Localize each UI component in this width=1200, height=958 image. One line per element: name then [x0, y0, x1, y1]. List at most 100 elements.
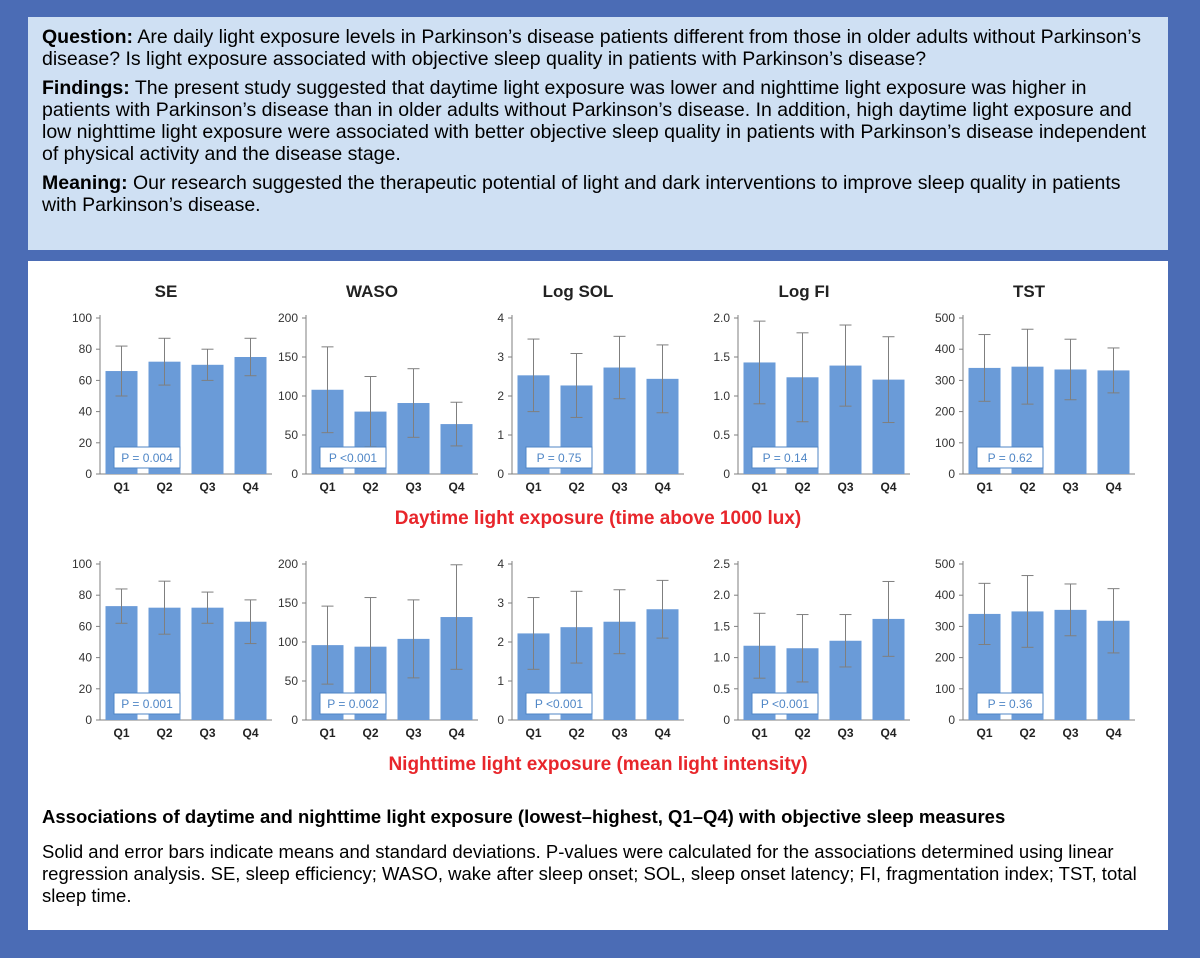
y-tick-label: 0: [948, 713, 955, 727]
category-label: Q3: [611, 480, 627, 494]
p-value-label: P = 0.75: [537, 451, 582, 465]
category-label: Q4: [448, 726, 464, 740]
category-label: Q4: [880, 726, 896, 740]
y-tick-label: 400: [935, 588, 955, 602]
p-value-label: P = 0.14: [763, 451, 808, 465]
y-tick-label: 0.5: [713, 428, 730, 442]
p-value-box: [113, 446, 181, 469]
y-tick-label: 0: [723, 713, 730, 727]
category-label: Q2: [1019, 480, 1035, 494]
y-tick-label: 100: [72, 311, 92, 325]
category-label: Q2: [362, 726, 378, 740]
panel-title: WASO: [346, 282, 398, 301]
y-tick-label: 200: [278, 557, 298, 571]
bar: [234, 357, 267, 474]
y-tick-label: 100: [935, 682, 955, 696]
category-label: Q3: [199, 480, 215, 494]
category-label: Q2: [568, 480, 584, 494]
key-points-box: Question: Are daily light exposure level…: [28, 17, 1168, 250]
category-label: Q1: [525, 480, 541, 494]
category-label: Q4: [242, 480, 258, 494]
y-tick-label: 0: [85, 467, 92, 481]
y-tick-label: 0: [291, 713, 298, 727]
p-value-box: [525, 446, 593, 469]
y-tick-label: 4: [497, 311, 504, 325]
figure-caption-text: Solid and error bars indicate means and …: [42, 841, 1137, 906]
bar: [191, 607, 224, 720]
p-value-box: [319, 692, 387, 715]
y-tick-label: 20: [79, 682, 93, 696]
bar: [191, 364, 224, 474]
y-tick-label: 40: [79, 651, 93, 665]
category-label: Q4: [448, 480, 464, 494]
category-label: Q3: [199, 726, 215, 740]
category-label: Q4: [1105, 480, 1121, 494]
y-tick-label: 300: [935, 373, 955, 387]
category-label: Q1: [976, 480, 992, 494]
y-tick-label: 3: [497, 596, 504, 610]
y-tick-label: 0: [497, 713, 504, 727]
p-value-label: P = 0.36: [988, 697, 1033, 711]
category-label: Q4: [654, 480, 670, 494]
y-tick-label: 200: [935, 651, 955, 665]
y-tick-label: 1.5: [713, 619, 730, 633]
y-tick-label: 150: [278, 596, 298, 610]
y-tick-label: 2.0: [713, 311, 730, 325]
panel-title: Log SOL: [543, 282, 614, 301]
y-tick-label: 400: [935, 342, 955, 356]
y-tick-label: 60: [79, 373, 93, 387]
figure-panel: SE 0 20 40 60 80 100 Q1 Q2 Q3 Q4 P = 0.004 WASO 0 50 10…: [28, 261, 1168, 930]
y-tick-label: 2: [497, 389, 504, 403]
p-value-label: P <0.001: [329, 451, 377, 465]
category-label: Q1: [113, 480, 129, 494]
y-tick-label: 100: [935, 436, 955, 450]
y-tick-label: 80: [79, 588, 93, 602]
category-label: Q1: [113, 726, 129, 740]
panel-title: Log FI: [779, 282, 830, 301]
category-label: Q1: [751, 480, 767, 494]
p-value-box: [751, 446, 819, 469]
category-label: Q2: [156, 480, 172, 494]
p-value-box: [976, 446, 1044, 469]
y-tick-label: 2.0: [713, 588, 730, 602]
category-label: Q4: [654, 726, 670, 740]
y-tick-label: 60: [79, 619, 93, 633]
category-label: Q2: [794, 726, 810, 740]
panel-title: TST: [1013, 282, 1046, 301]
question-text: Are daily light exposure levels in Parki…: [42, 26, 1142, 70]
y-tick-label: 100: [278, 389, 298, 403]
category-label: Q2: [1019, 726, 1035, 740]
p-value-label: P = 0.002: [327, 697, 379, 711]
category-label: Q3: [1062, 726, 1078, 740]
y-tick-label: 0: [497, 467, 504, 481]
y-tick-label: 100: [72, 557, 92, 571]
category-label: Q4: [1105, 726, 1121, 740]
p-value-label: P = 0.001: [121, 697, 173, 711]
category-label: Q1: [319, 726, 335, 740]
category-label: Q2: [568, 726, 584, 740]
p-value-box: [319, 446, 387, 469]
meaning-label: Meaning:: [42, 172, 128, 194]
category-label: Q3: [837, 480, 853, 494]
y-tick-label: 100: [278, 635, 298, 649]
y-tick-label: 200: [935, 405, 955, 419]
category-label: Q4: [242, 726, 258, 740]
y-tick-label: 1.0: [713, 389, 730, 403]
meaning-paragraph: Meaning: Our research suggested the ther…: [42, 172, 1154, 216]
y-tick-label: 150: [278, 350, 298, 364]
category-label: Q3: [611, 726, 627, 740]
category-label: Q1: [751, 726, 767, 740]
p-value-box: [525, 692, 593, 715]
y-tick-label: 3: [497, 350, 504, 364]
category-label: Q2: [362, 480, 378, 494]
p-value-box: [751, 692, 819, 715]
y-tick-label: 4: [497, 557, 504, 571]
y-tick-label: 80: [79, 342, 93, 356]
y-tick-label: 300: [935, 619, 955, 633]
findings-label: Findings:: [42, 77, 130, 99]
category-label: Q3: [405, 480, 421, 494]
category-label: Q1: [319, 480, 335, 494]
findings-paragraph: Findings: The present study suggested th…: [42, 77, 1154, 165]
y-tick-label: 50: [285, 674, 299, 688]
